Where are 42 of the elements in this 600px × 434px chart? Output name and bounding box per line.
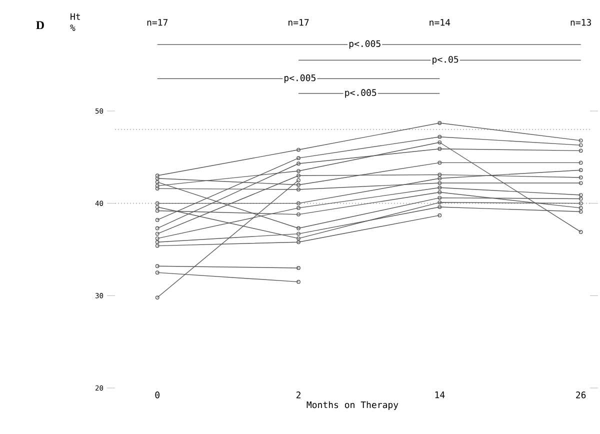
point	[296, 201, 300, 206]
text: p<.005	[345, 89, 376, 98]
point	[438, 200, 442, 204]
point	[296, 226, 300, 230]
text: n=14	[430, 19, 450, 26]
text: p<.05	[432, 56, 458, 64]
point	[438, 172, 442, 177]
point	[438, 176, 442, 180]
point	[296, 148, 300, 152]
text: p<.005	[349, 40, 380, 49]
text: p<.005	[284, 74, 316, 83]
point	[438, 146, 442, 151]
text: D	[36, 21, 44, 30]
x-tick-label: 14	[435, 392, 445, 398]
point	[296, 174, 300, 178]
point	[296, 206, 300, 210]
point	[296, 156, 300, 160]
text: Ht %	[70, 13, 80, 31]
point	[296, 188, 300, 192]
text: n=17	[147, 19, 168, 26]
x-tick-label: 2	[296, 392, 300, 398]
point	[296, 240, 300, 244]
point	[438, 160, 442, 165]
point	[296, 162, 300, 166]
point	[438, 190, 442, 194]
point	[438, 205, 442, 209]
point	[438, 181, 442, 185]
point	[438, 140, 442, 144]
point	[296, 182, 300, 187]
x-tick-label: 26	[576, 392, 586, 398]
point	[438, 186, 442, 190]
text: n=13	[570, 18, 591, 26]
point	[438, 134, 442, 139]
point	[296, 232, 300, 236]
point	[296, 169, 300, 173]
point	[438, 121, 442, 125]
point	[296, 212, 300, 216]
text: n=17	[288, 19, 309, 26]
x-tick-label: 0	[155, 392, 160, 398]
x-axis-title: Months on Therapy	[306, 401, 398, 410]
point	[296, 236, 300, 240]
point	[438, 196, 442, 200]
